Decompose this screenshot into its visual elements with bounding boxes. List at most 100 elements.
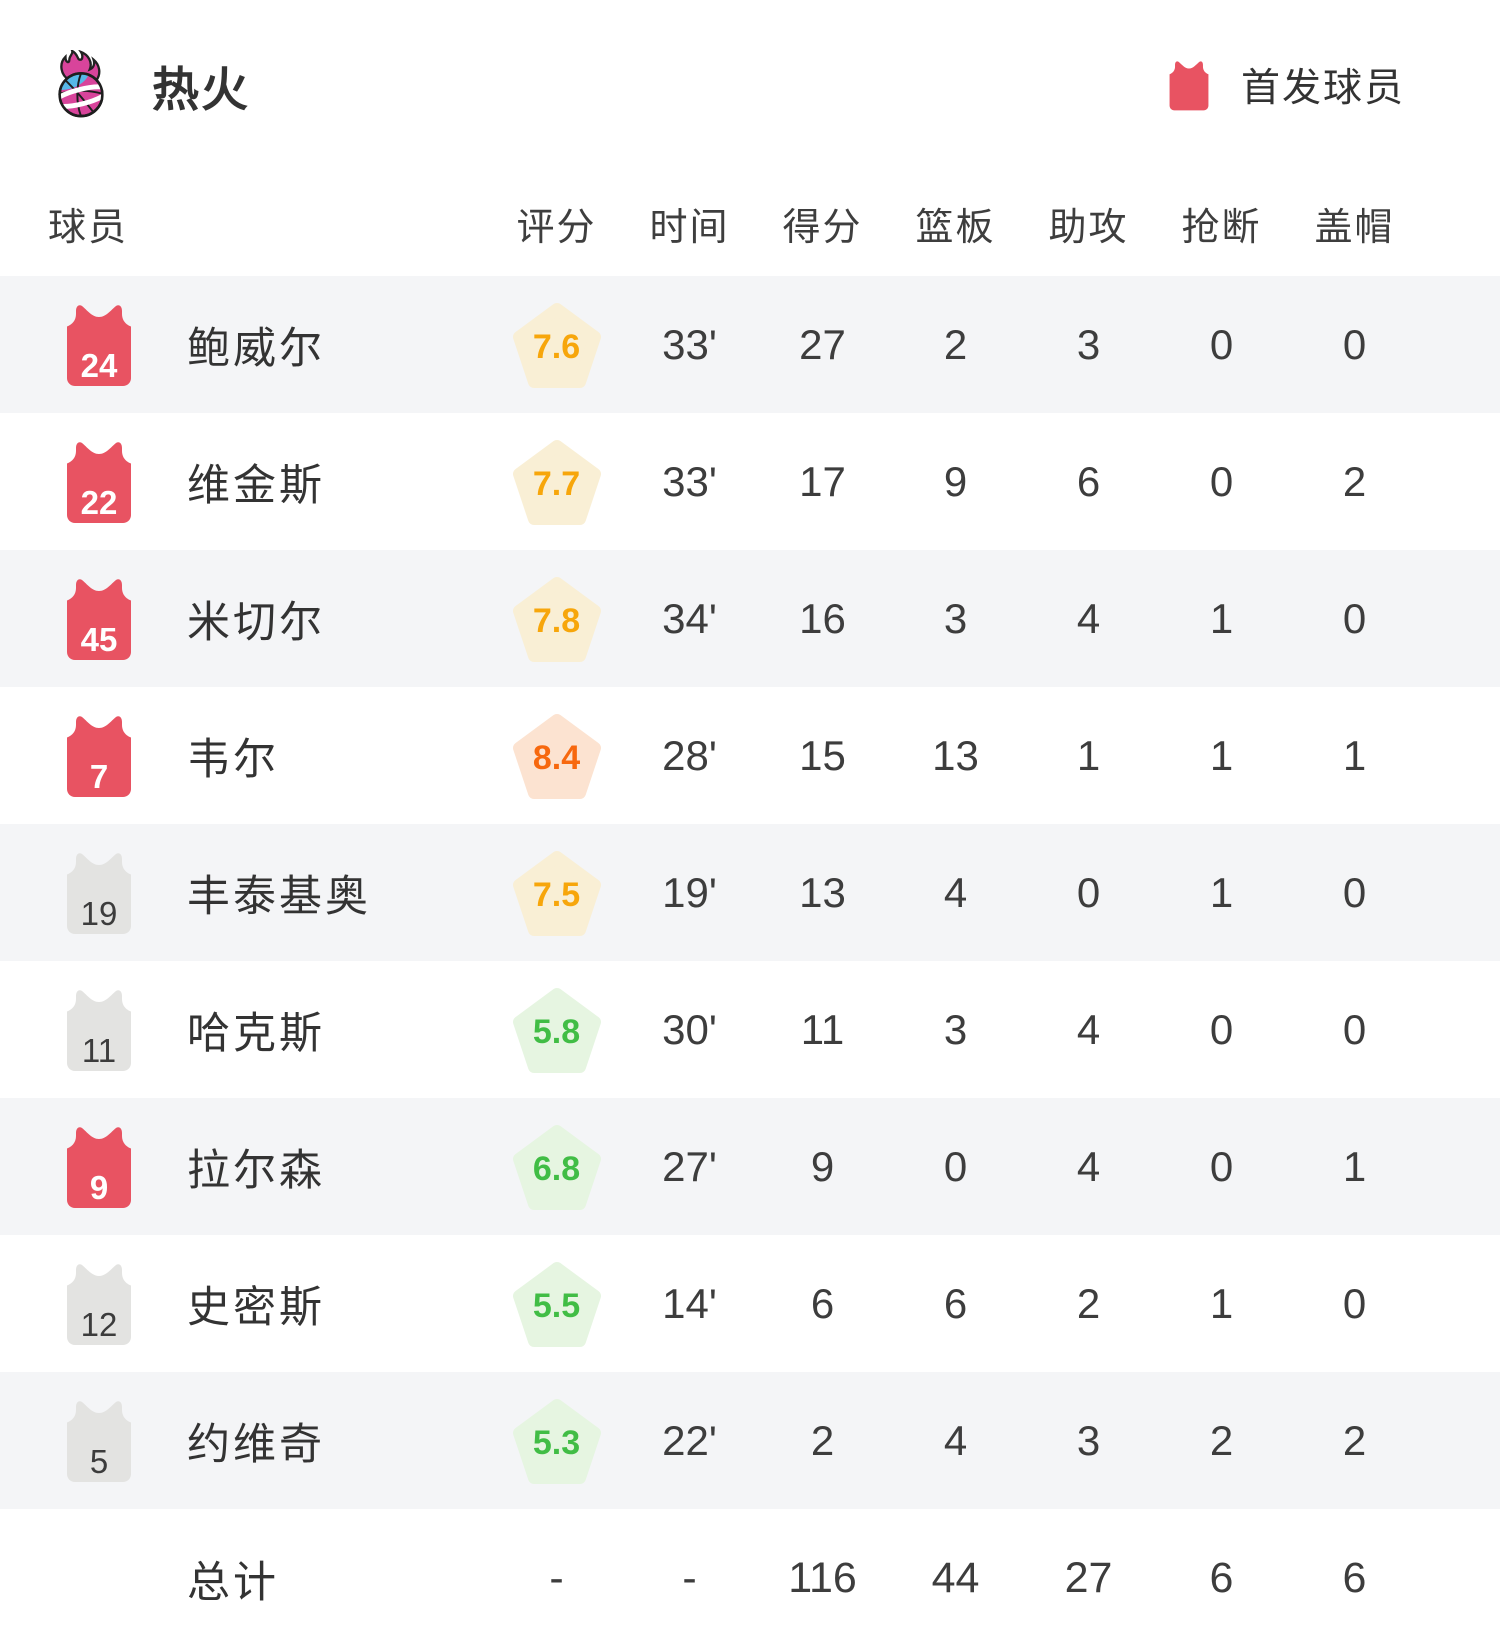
stat-blocks: 0: [1342, 320, 1367, 368]
rating-value: 7.8: [532, 601, 581, 640]
stat-assists: 1: [1076, 731, 1101, 779]
stat-rebounds: 9: [943, 457, 968, 505]
team-logo-icon: [51, 50, 111, 118]
stat-points: 13: [799, 868, 846, 916]
stat-assists: 3: [1076, 1416, 1101, 1464]
stat-steals: 0: [1209, 320, 1234, 368]
player-name: 鲍威尔: [187, 324, 325, 373]
jersey-number: 5: [89, 1442, 109, 1480]
rating-value: 7.7: [532, 464, 581, 503]
stat-points: 17: [799, 457, 846, 505]
stat-time: 27': [662, 1142, 717, 1190]
rating-badge: 5.5: [512, 1261, 602, 1347]
stat-time: 34': [662, 594, 717, 642]
rating-value: 5.5: [532, 1286, 581, 1325]
stat-steals: 1: [1209, 731, 1234, 779]
stat-steals: 0: [1209, 457, 1234, 505]
player-name: 哈克斯: [187, 1009, 325, 1058]
jersey-icon: 22: [63, 440, 135, 524]
player-name: 拉尔森: [187, 1146, 325, 1195]
total-row: 总计 - - 116 44 27 6 6: [0, 1509, 1500, 1648]
jersey-icon: 19: [63, 851, 135, 935]
player-row[interactable]: 22 维金斯 7.7 33' 17 9 6 0 2: [0, 413, 1500, 550]
stat-assists: 6: [1076, 457, 1101, 505]
stat-assists: 2: [1076, 1279, 1101, 1327]
column-header-steals: 抢断: [1181, 206, 1262, 249]
jersey-number: 22: [80, 483, 118, 521]
player-row[interactable]: 11 哈克斯 5.8 30' 11 3 4 0 0: [0, 961, 1500, 1098]
stat-time: 30': [662, 1005, 717, 1053]
column-header-time: 时间: [649, 206, 730, 249]
stat-time: 19': [662, 868, 717, 916]
stat-time: 28': [662, 731, 717, 779]
rating-badge: 7.6: [512, 302, 602, 388]
starter-legend-label: 首发球员: [1240, 67, 1405, 110]
stat-points: 9: [810, 1142, 835, 1190]
player-row[interactable]: 45 米切尔 7.8 34' 16 3 4 1 0: [0, 550, 1500, 687]
total-points: 116: [788, 1554, 857, 1602]
column-header-rebounds: 篮板: [915, 206, 996, 249]
stat-rebounds: 13: [932, 731, 979, 779]
jersey-icon: 9: [63, 1125, 135, 1209]
stat-rebounds: 3: [943, 1005, 968, 1053]
stat-assists: 4: [1076, 594, 1101, 642]
jersey-icon: 11: [63, 988, 135, 1072]
player-row[interactable]: 24 鲍威尔 7.6 33' 27 2 3 0 0: [0, 276, 1500, 413]
rating-badge: 7.7: [512, 439, 602, 525]
rating-badge: 7.5: [512, 850, 602, 936]
stat-time: 22': [662, 1416, 717, 1464]
stat-rebounds: 2: [943, 320, 968, 368]
column-header-player: 球员: [48, 206, 129, 249]
stat-assists: 4: [1076, 1005, 1101, 1053]
jersey-number: 7: [89, 757, 109, 795]
stat-steals: 1: [1209, 1279, 1234, 1327]
rating-badge: 6.8: [512, 1124, 602, 1210]
stat-assists: 0: [1076, 868, 1101, 916]
rating-value: 7.5: [532, 875, 581, 914]
stat-points: 2: [810, 1416, 835, 1464]
column-header-blocks: 盖帽: [1314, 206, 1395, 249]
jersey-number: 9: [89, 1168, 109, 1206]
team-name: 热火: [152, 62, 250, 116]
stat-blocks: 0: [1342, 868, 1367, 916]
starter-jersey-icon: [1169, 60, 1209, 110]
stat-rebounds: 4: [943, 1416, 968, 1464]
jersey-number: 19: [80, 894, 118, 932]
stat-points: 16: [799, 594, 846, 642]
rating-value: 5.8: [532, 1012, 581, 1051]
stat-blocks: 1: [1342, 1142, 1367, 1190]
team-info: 热火: [48, 50, 250, 120]
player-row[interactable]: 19 丰泰基奥 7.5 19' 13 4 0 1 0: [0, 824, 1500, 961]
player-name: 米切尔: [187, 598, 325, 647]
player-name: 约维奇: [187, 1420, 325, 1469]
player-name: 丰泰基奥: [187, 872, 371, 921]
total-rebounds: 44: [931, 1554, 980, 1602]
rating-value: 6.8: [532, 1149, 581, 1188]
stat-points: 27: [799, 320, 846, 368]
stat-points: 15: [799, 731, 846, 779]
player-row[interactable]: 9 拉尔森 6.8 27' 9 0 4 0 1: [0, 1098, 1500, 1235]
player-row[interactable]: 5 约维奇 5.3 22' 2 4 3 2 2: [0, 1372, 1500, 1509]
stat-time: 33': [662, 320, 717, 368]
rating-badge: 7.8: [512, 576, 602, 662]
team-header: 热火 首发球员: [0, 0, 1500, 170]
stat-rebounds: 0: [943, 1142, 968, 1190]
stat-points: 11: [800, 1005, 845, 1053]
player-row[interactable]: 12 史密斯 5.5 14' 6 6 2 1 0: [0, 1235, 1500, 1372]
player-row[interactable]: 7 韦尔 8.4 28' 15 13 1 1 1: [0, 687, 1500, 824]
stat-blocks: 0: [1342, 594, 1367, 642]
stat-blocks: 0: [1342, 1279, 1367, 1327]
rating-value: 5.3: [532, 1423, 581, 1462]
stat-steals: 1: [1209, 868, 1234, 916]
stat-steals: 2: [1209, 1416, 1234, 1464]
stat-blocks: 2: [1342, 457, 1367, 505]
stat-time: 14': [662, 1279, 717, 1327]
jersey-number: 24: [80, 346, 118, 384]
stat-steals: 0: [1209, 1142, 1234, 1190]
jersey-icon: 45: [63, 577, 135, 661]
rating-badge: 8.4: [512, 713, 602, 799]
rating-value: 8.4: [532, 738, 581, 777]
player-name: 史密斯: [187, 1283, 325, 1332]
jersey-icon: 24: [63, 303, 135, 387]
rating-badge: 5.8: [512, 987, 602, 1073]
